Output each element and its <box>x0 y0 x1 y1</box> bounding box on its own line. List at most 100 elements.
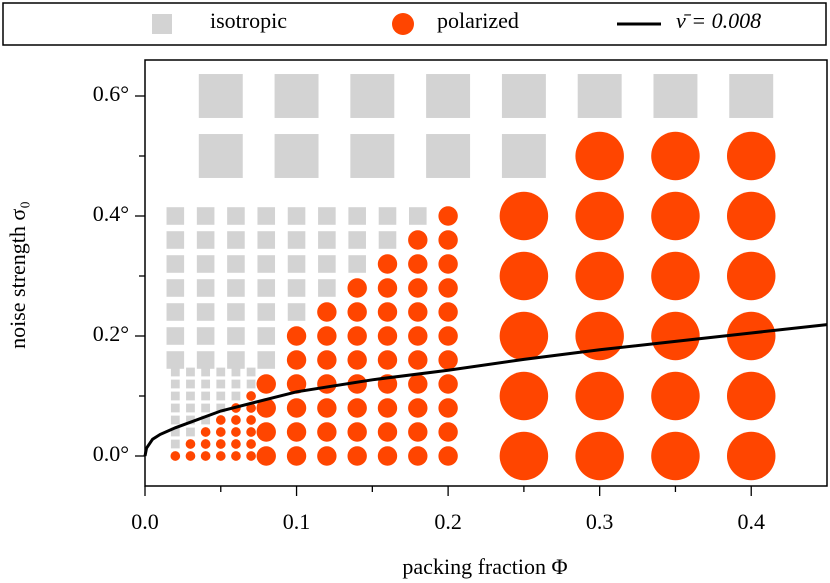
point-isotropic <box>170 367 180 377</box>
point-polarized <box>231 439 241 449</box>
point-polarized <box>438 326 458 346</box>
point-polarized <box>575 251 624 301</box>
point-polarized <box>317 398 337 418</box>
point-isotropic <box>196 327 215 345</box>
point-isotropic <box>227 327 245 345</box>
y-tick-label: 0.4° <box>93 201 129 226</box>
point-polarized <box>575 191 624 241</box>
point-isotropic <box>201 379 211 389</box>
point-isotropic <box>227 255 245 273</box>
point-polarized <box>170 451 181 461</box>
point-isotropic <box>231 379 241 389</box>
point-polarized <box>246 427 256 437</box>
point-polarized <box>231 415 241 425</box>
point-isotropic <box>348 207 366 225</box>
point-isotropic <box>216 391 226 401</box>
point-polarized <box>377 278 398 298</box>
point-isotropic <box>216 403 226 413</box>
point-polarized <box>347 374 367 394</box>
point-isotropic <box>196 207 215 225</box>
point-isotropic <box>318 231 336 249</box>
point-polarized <box>726 371 776 421</box>
point-polarized <box>246 415 256 425</box>
point-polarized <box>651 251 700 301</box>
point-polarized <box>438 206 458 226</box>
point-isotropic <box>166 279 185 297</box>
point-isotropic <box>350 74 395 118</box>
x-tick-label: 0.0 <box>131 509 159 534</box>
point-polarized <box>438 446 458 466</box>
point-polarized <box>377 326 398 346</box>
point-isotropic <box>348 231 366 249</box>
point-isotropic <box>196 231 215 249</box>
point-polarized <box>726 431 776 481</box>
point-isotropic <box>378 207 397 225</box>
point-isotropic <box>257 351 276 369</box>
point-polarized <box>408 230 428 250</box>
point-isotropic <box>196 279 215 297</box>
point-polarized <box>726 191 776 241</box>
point-isotropic <box>227 279 245 297</box>
point-isotropic <box>170 415 180 425</box>
point-polarized <box>347 350 367 370</box>
point-polarized <box>438 302 458 322</box>
point-isotropic <box>426 134 471 178</box>
point-polarized <box>215 439 226 449</box>
point-isotropic <box>166 255 185 273</box>
point-polarized <box>575 431 624 481</box>
plot-frame <box>144 59 828 487</box>
point-polarized <box>317 374 337 394</box>
point-isotropic <box>287 279 306 297</box>
point-isotropic <box>257 207 276 225</box>
point-isotropic <box>246 367 256 377</box>
x-axis-label: packing fraction Φ <box>402 554 567 579</box>
point-isotropic <box>257 327 276 345</box>
point-polarized <box>256 398 276 418</box>
point-polarized <box>408 326 428 346</box>
point-polarized <box>438 230 458 250</box>
point-isotropic <box>166 327 185 345</box>
point-polarized <box>286 374 307 394</box>
point-isotropic <box>653 74 698 118</box>
point-polarized <box>499 311 549 361</box>
point-isotropic <box>227 351 245 369</box>
point-isotropic <box>287 207 306 225</box>
point-isotropic <box>231 367 241 377</box>
point-isotropic <box>501 74 546 118</box>
point-isotropic <box>231 391 241 401</box>
point-polarized <box>651 371 700 421</box>
point-polarized <box>408 350 428 370</box>
point-isotropic <box>186 367 195 377</box>
point-polarized <box>408 374 428 394</box>
point-polarized <box>231 427 241 437</box>
legend-box <box>2 2 827 46</box>
x-tick-label: 0.1 <box>283 509 311 534</box>
point-isotropic <box>227 303 245 321</box>
point-polarized <box>726 131 776 181</box>
point-polarized <box>438 398 458 418</box>
point-polarized <box>377 422 398 442</box>
point-polarized <box>377 254 398 274</box>
point-isotropic <box>201 403 211 413</box>
point-polarized <box>215 451 226 461</box>
point-isotropic <box>318 207 336 225</box>
point-isotropic <box>577 74 622 118</box>
legend-label: ν̄ = 0.008 <box>676 8 761 33</box>
point-polarized <box>408 302 428 322</box>
point-polarized <box>499 251 549 301</box>
point-polarized <box>246 403 256 413</box>
point-isotropic <box>196 351 215 369</box>
point-isotropic <box>287 303 306 321</box>
point-polarized <box>256 374 276 394</box>
point-polarized <box>246 391 256 401</box>
point-isotropic <box>274 134 319 178</box>
point-isotropic <box>166 231 185 249</box>
point-polarized <box>185 439 196 449</box>
point-polarized <box>651 431 700 481</box>
point-polarized <box>200 427 211 437</box>
point-polarized <box>499 191 549 241</box>
point-polarized <box>499 371 549 421</box>
point-polarized <box>438 350 458 370</box>
point-polarized <box>408 446 428 466</box>
